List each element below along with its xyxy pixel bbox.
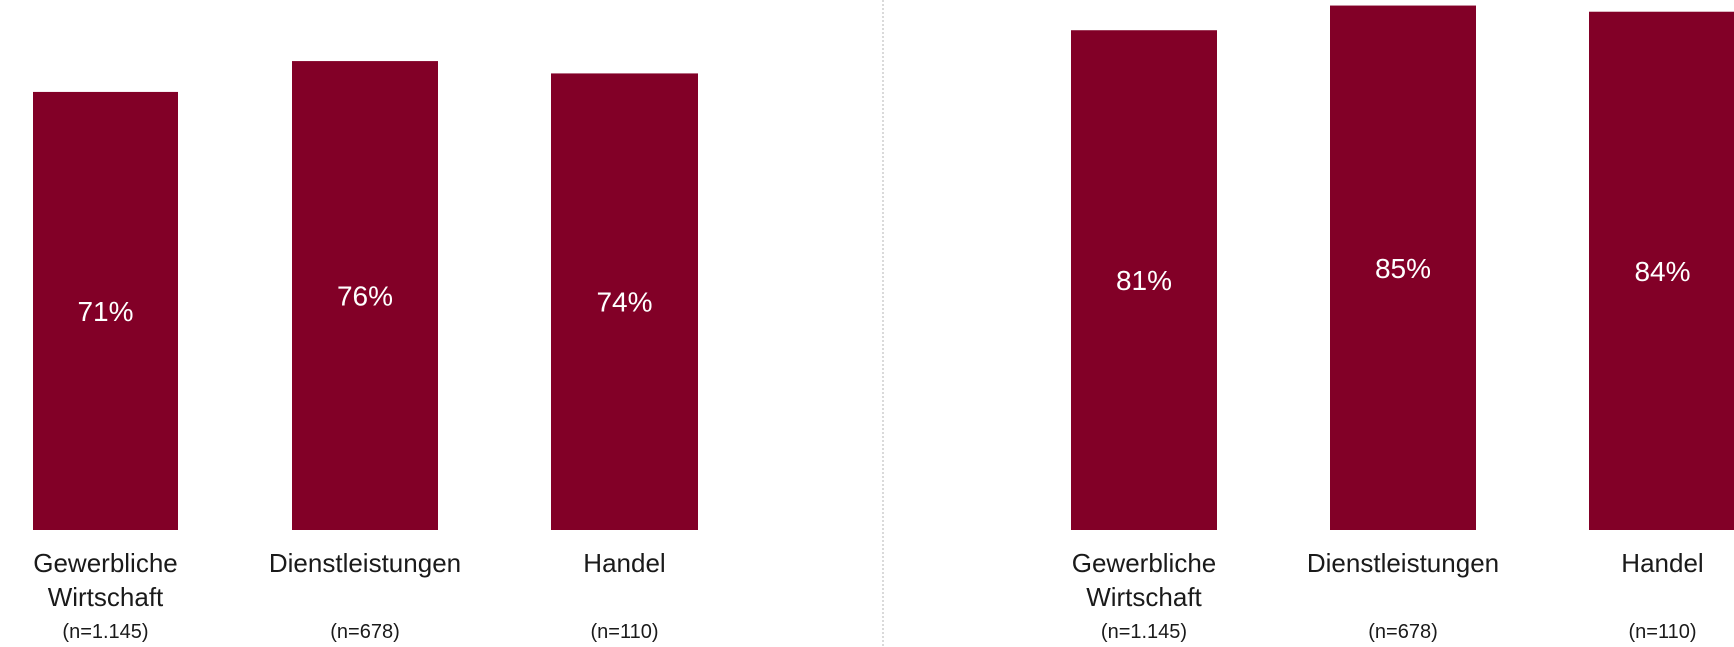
chart-panel-right: 81% Gewerbliche Wirtschaft (n=1.145) 85% Dien… — [1071, 5, 1734, 643]
bar — [1330, 5, 1476, 531]
category-label: Gewerbliche — [1072, 548, 1217, 578]
bar-value-label: 74% — [596, 287, 652, 318]
sample-size-label: (n=110) — [590, 621, 658, 643]
category-label: Dienstleistungen — [1307, 548, 1499, 578]
bar — [1071, 30, 1217, 530]
bar — [551, 73, 698, 531]
bar-value-label: 84% — [1634, 256, 1690, 287]
bar-value-label: 81% — [1116, 265, 1172, 296]
sample-size-label: (n=1.145) — [62, 621, 148, 643]
bar — [292, 61, 438, 531]
category-label: Handel — [583, 548, 665, 578]
bar-value-label: 76% — [337, 281, 393, 312]
bar — [1589, 11, 1734, 531]
sample-size-label: (n=678) — [330, 621, 400, 643]
category-label: Wirtschaft — [1086, 582, 1202, 612]
category-label: Handel — [1621, 548, 1703, 578]
category-label: Gewerbliche — [33, 548, 178, 578]
sample-size-label: (n=110) — [1628, 621, 1696, 643]
chart-panel-left: 71% Gewerbliche Wirtschaft (n=1.145) 76% Dien… — [33, 61, 698, 643]
category-label: Dienstleistungen — [269, 548, 461, 578]
bar-value-label: 71% — [77, 296, 133, 327]
sample-size-label: (n=1.145) — [1101, 621, 1187, 643]
bar — [33, 91, 178, 531]
category-label: Wirtschaft — [48, 582, 164, 612]
sample-size-label: (n=678) — [1368, 621, 1438, 643]
bar-value-label: 85% — [1375, 253, 1431, 284]
